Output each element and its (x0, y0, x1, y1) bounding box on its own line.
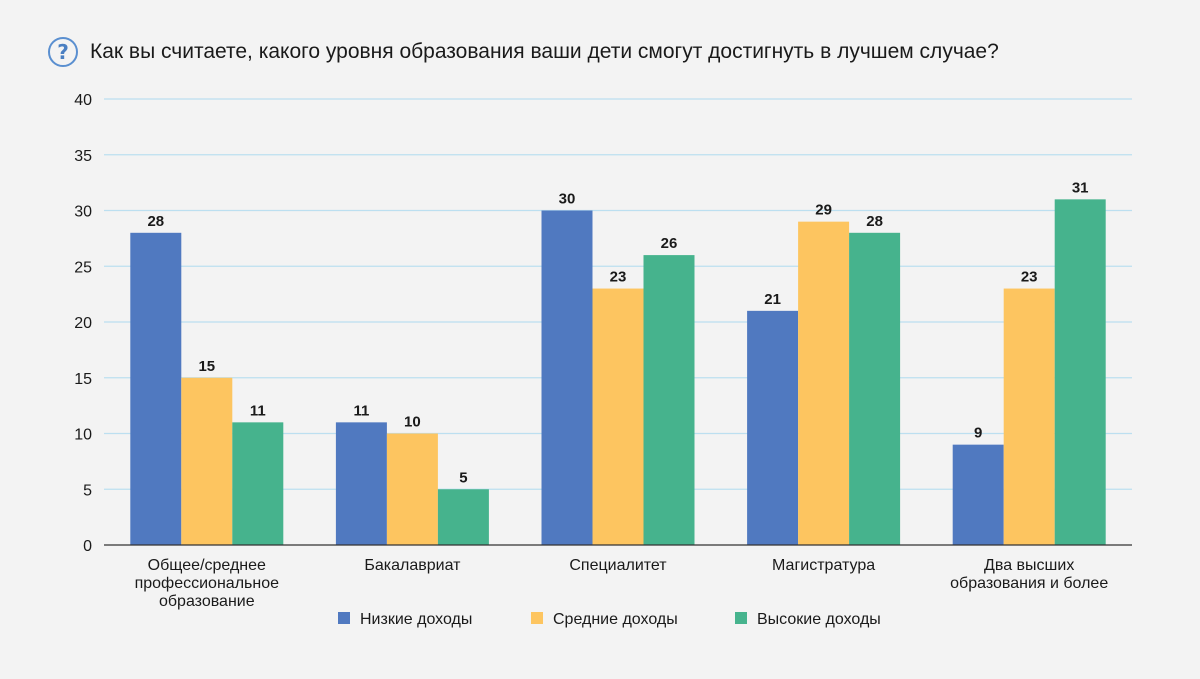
x-category-label: Два высших образования и более (950, 557, 1108, 592)
y-tick-label: 5 (83, 482, 92, 499)
bar (849, 232, 901, 546)
data-label: 28 (866, 213, 883, 230)
bar (1054, 199, 1106, 545)
x-category-label: Общее/среднее профессиональное образование (135, 557, 280, 610)
bar (437, 489, 489, 545)
bar (130, 232, 182, 546)
chart-title: Как вы считаете, какого уровня образован… (90, 40, 999, 63)
question-circle-icon: ? (48, 37, 78, 67)
bar (181, 377, 233, 545)
data-label: 5 (459, 469, 467, 486)
legend-swatch (735, 612, 747, 624)
data-label: 9 (974, 425, 982, 442)
y-tick-label: 40 (74, 92, 92, 109)
data-label: 23 (1021, 269, 1038, 286)
bar (952, 444, 1004, 545)
y-tick-label: 20 (74, 315, 92, 332)
data-label: 11 (250, 402, 266, 419)
title-row: ? Как вы считаете, какого уровня образов… (48, 34, 999, 70)
data-label: 23 (610, 269, 627, 286)
bar (541, 210, 593, 545)
bar (747, 310, 799, 545)
data-label: 30 (559, 191, 576, 208)
legend-label: Средние доходы (553, 611, 678, 628)
bar (386, 433, 438, 545)
x-category-label: Специалитет (569, 557, 667, 574)
y-tick-label: 15 (74, 371, 92, 388)
data-label: 31 (1072, 179, 1089, 196)
legend-label: Низкие доходы (360, 611, 472, 628)
legend-swatch (531, 612, 543, 624)
data-label: 21 (764, 291, 781, 308)
data-label: 28 (147, 213, 164, 230)
y-tick-label: 25 (74, 259, 92, 276)
bar (232, 422, 284, 545)
y-tick-label: 0 (83, 538, 92, 555)
bar (1003, 288, 1055, 545)
x-category-label: Бакалавриат (364, 557, 461, 574)
bar (592, 288, 644, 545)
bar (643, 255, 695, 545)
x-category-label: Магистратура (772, 557, 875, 574)
y-tick-label: 30 (74, 204, 92, 221)
legend-swatch (338, 612, 350, 624)
data-label: 11 (353, 402, 369, 419)
bar (335, 422, 387, 545)
data-label: 10 (404, 414, 421, 431)
bar (798, 221, 850, 545)
y-tick-label: 10 (74, 427, 92, 444)
y-tick-label: 35 (74, 148, 92, 165)
legend-label: Высокие доходы (757, 611, 881, 628)
data-label: 29 (815, 202, 832, 219)
data-label: 15 (198, 358, 215, 375)
data-label: 26 (661, 235, 678, 252)
